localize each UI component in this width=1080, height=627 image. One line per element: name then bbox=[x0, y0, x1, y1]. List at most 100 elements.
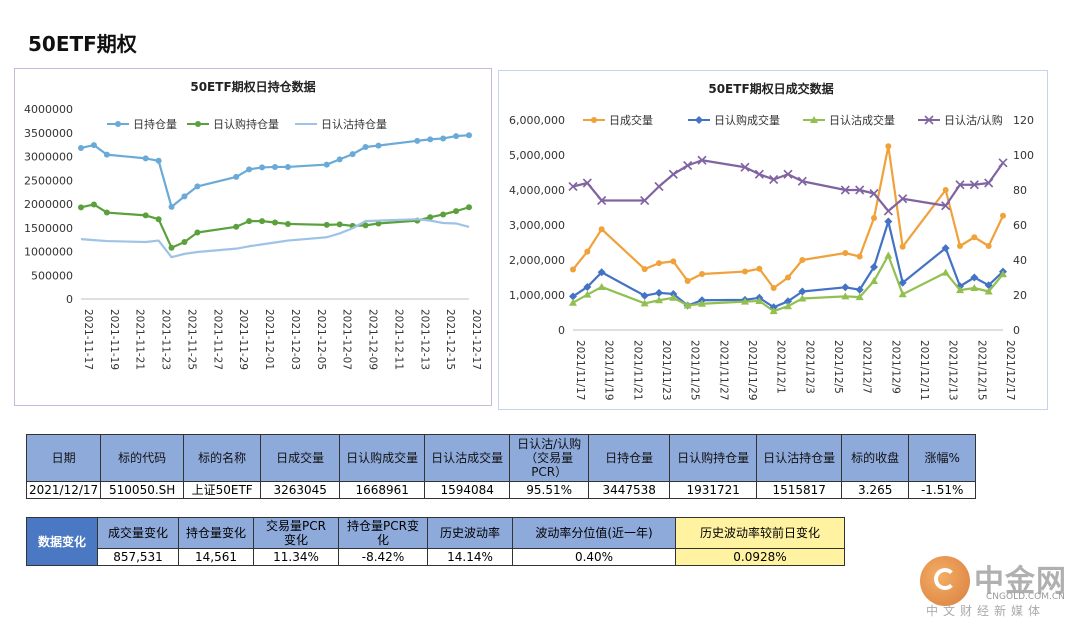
table2-values-0: 857,531 bbox=[97, 548, 179, 566]
data-point-0-0 bbox=[78, 144, 84, 151]
data-point-1-3 bbox=[142, 212, 149, 219]
table1-headers-7: 日持仓量 bbox=[588, 434, 671, 482]
data-point-1-6 bbox=[181, 239, 188, 245]
data-point-3-20 bbox=[969, 180, 979, 190]
legend-marker-1 bbox=[195, 121, 201, 127]
y-tick-label-5: 1500000 bbox=[24, 222, 73, 235]
data-point-1-1 bbox=[583, 282, 592, 291]
legend-item-2: 日认沽成交量 bbox=[803, 113, 895, 127]
data-point-0-17 bbox=[899, 243, 906, 250]
series-line-2 bbox=[80, 218, 470, 259]
data-point-0-13 bbox=[323, 161, 330, 168]
data-point-1-14 bbox=[855, 285, 864, 294]
table1-values-8: 1931721 bbox=[669, 481, 758, 499]
data-point-3-3 bbox=[640, 195, 650, 206]
data-point-2-17 bbox=[898, 290, 907, 298]
table1-headers-3: 日成交量 bbox=[260, 434, 341, 482]
logo-emblem-icon bbox=[920, 556, 970, 606]
y-tick-label-2: 3000000 bbox=[24, 151, 73, 164]
data-point-2-22 bbox=[999, 270, 1007, 278]
data-point-0-9 bbox=[756, 265, 763, 272]
data-point-3-16 bbox=[883, 206, 893, 216]
data-point-2-6 bbox=[683, 301, 692, 309]
table1-headers-1: 标的代码 bbox=[100, 434, 185, 482]
x-tick-label-15: 2021-12-17 bbox=[470, 309, 482, 370]
data-point-2-10 bbox=[769, 307, 778, 315]
data-point-0-19 bbox=[957, 243, 963, 249]
y-tick-label-3: 2500000 bbox=[24, 174, 73, 187]
series-1 bbox=[569, 217, 1007, 312]
data-point-0-21 bbox=[453, 133, 460, 140]
data-point-2-7 bbox=[698, 299, 706, 307]
data-point-3-6 bbox=[683, 160, 693, 171]
data-point-0-7 bbox=[699, 271, 705, 277]
data-point-0-10 bbox=[770, 285, 777, 291]
data-point-3-4 bbox=[654, 181, 664, 192]
y2-tick-label-4: 40 bbox=[1013, 254, 1027, 267]
data-point-3-10 bbox=[769, 174, 779, 185]
data-point-1-4 bbox=[155, 216, 162, 223]
data-point-1-1 bbox=[90, 201, 97, 208]
table1-values-10: 3.265 bbox=[841, 481, 910, 499]
data-point-3-11 bbox=[783, 169, 793, 179]
x-tick-label-9: 2021/12/5 bbox=[832, 340, 844, 394]
x-tick-label-13: 2021/12/13 bbox=[947, 340, 959, 401]
data-point-3-1 bbox=[582, 178, 592, 188]
data-point-0-19 bbox=[427, 136, 434, 143]
series-line-0 bbox=[80, 134, 470, 208]
table2-values-1: 14,561 bbox=[178, 548, 254, 566]
legend-item-1: 日认购成交量 bbox=[688, 113, 780, 127]
data-point-2-3 bbox=[640, 299, 649, 307]
cngold-logo: 中金网 CNGOLD.COM.CN 中文财经新媒体 bbox=[920, 556, 1070, 618]
x-tick-label-8: 2021-12-03 bbox=[289, 309, 301, 370]
table2-headers-0: 成交量变化 bbox=[97, 517, 179, 549]
x-tick-label-12: 2021-12-11 bbox=[392, 309, 404, 370]
data-point-1-19 bbox=[427, 214, 434, 221]
y-tick-label-6: 0 bbox=[558, 324, 565, 337]
y2-tick-label-5: 20 bbox=[1013, 289, 1027, 302]
data-point-3-9 bbox=[754, 169, 764, 179]
x-tick-label-4: 2021/11/25 bbox=[689, 340, 701, 401]
data-point-1-20 bbox=[970, 273, 979, 282]
data-point-3-19 bbox=[955, 180, 965, 190]
x-tick-label-12: 2021/12/11 bbox=[918, 340, 930, 401]
table2-values-4: 14.14% bbox=[427, 548, 513, 566]
data-point-2-8 bbox=[741, 297, 749, 305]
data-point-2-19 bbox=[956, 286, 964, 294]
y-tick-label-8: 0 bbox=[66, 293, 73, 306]
y-tick-label-4: 2,000,000 bbox=[509, 254, 565, 267]
data-point-2-13 bbox=[841, 292, 850, 300]
table1-values-6: 95.51% bbox=[509, 481, 590, 499]
x-tick-label-2: 2021/11/21 bbox=[631, 340, 643, 401]
y2-tick-label-3: 60 bbox=[1013, 219, 1027, 232]
data-point-0-10 bbox=[259, 164, 266, 171]
data-point-0-6 bbox=[684, 278, 691, 284]
x-tick-label-5: 2021/11/27 bbox=[717, 340, 729, 401]
table2-headers-1: 持仓量变化 bbox=[178, 517, 254, 549]
data-point-2-5 bbox=[669, 293, 678, 301]
legend-label-1: 日认购持仓量 bbox=[213, 117, 279, 131]
logo-url: CNGOLD.COM.CN bbox=[986, 592, 1065, 602]
data-point-1-2 bbox=[103, 209, 110, 216]
chart-title: 50ETF期权日成交数据 bbox=[708, 81, 833, 96]
y-tick-label-1: 3500000 bbox=[24, 127, 73, 140]
data-point-0-5 bbox=[670, 258, 677, 265]
table2-headers-4: 历史波动率 bbox=[427, 517, 513, 549]
x-tick-label-2: 2021-11-21 bbox=[134, 309, 146, 370]
data-point-2-18 bbox=[941, 268, 950, 276]
daily-data-value-row: 2021/12/17 510050.SH 上证50ETF 3263045 1668961… bbox=[25, 481, 977, 499]
change-data-value-row: 857,531 14,561 11.34% -8.42% 14.14% 0.40% 0.09… bbox=[27, 548, 845, 566]
data-point-0-16 bbox=[885, 143, 892, 150]
data-point-3-7 bbox=[697, 155, 707, 165]
table2-headers-5: 波动率分位值(近一年) bbox=[512, 517, 676, 549]
data-point-1-17 bbox=[375, 220, 382, 227]
x-tick-label-1: 2021/11/19 bbox=[603, 340, 615, 401]
legend-label-3: 日认沽/认购 bbox=[944, 113, 1003, 127]
data-point-0-18 bbox=[414, 137, 421, 144]
data-point-1-17 bbox=[898, 278, 907, 287]
data-point-1-0 bbox=[569, 292, 577, 301]
data-point-0-3 bbox=[641, 266, 648, 273]
data-point-0-8 bbox=[742, 268, 748, 275]
data-point-3-14 bbox=[855, 185, 865, 195]
